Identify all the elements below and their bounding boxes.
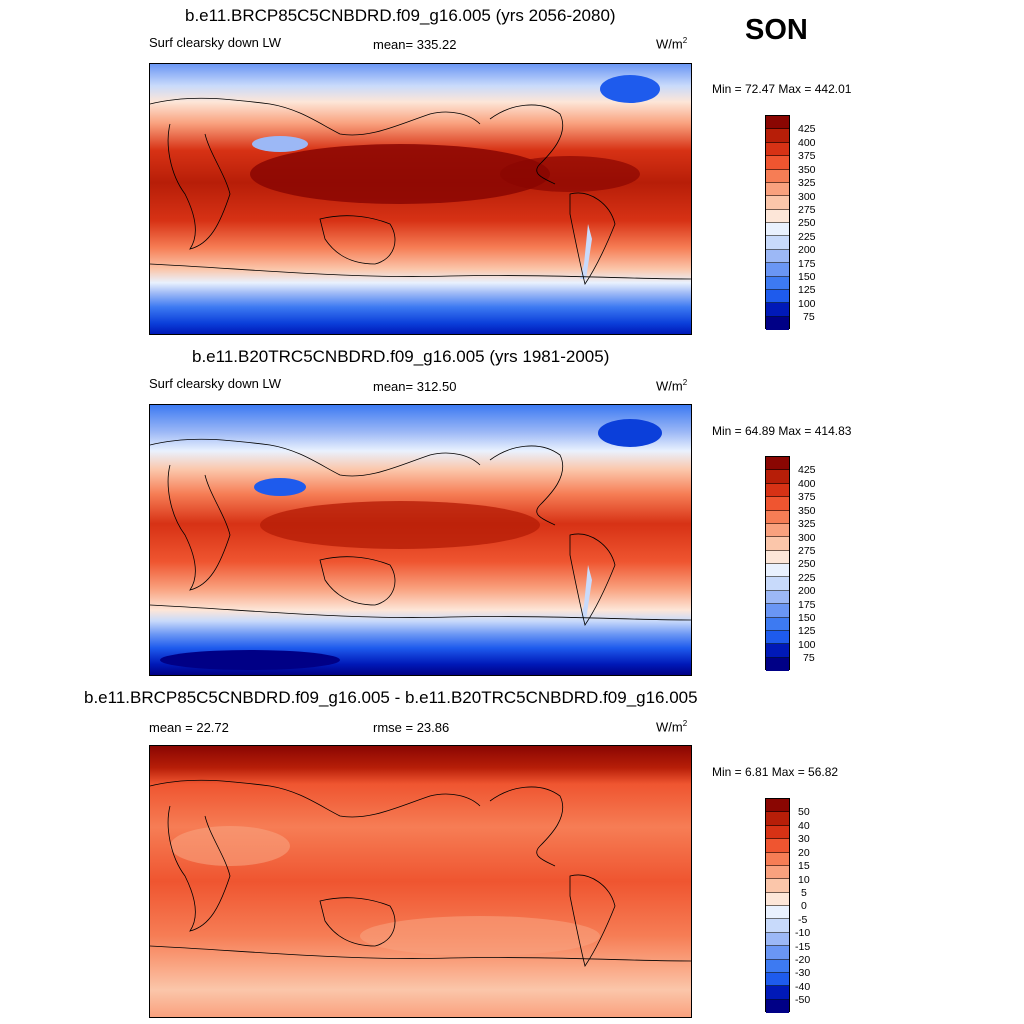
panel1-title: b.e11.BRCP85C5CNBDRD.f09_g16.005 (yrs 20… (185, 6, 616, 25)
panel3-rmse-label: rmse = 23.86 (373, 720, 450, 735)
panel2-title: b.e11.B20TRC5CNBDRD.f09_g16.005 (yrs 198… (192, 347, 610, 366)
panel3-colorbar-tick-7: 0 (801, 900, 807, 912)
panel2-colorbar-tick-12: 125 (798, 625, 816, 637)
panel1-colorbar-tick-2: 375 (798, 150, 816, 162)
panel2-colorbar-tick-3: 350 (798, 505, 816, 517)
panel1-colorbar-tick-3: 350 (798, 164, 816, 176)
panel3-map (149, 745, 692, 1018)
panel1-min-max: Min = 72.47 Max = 442.01 (712, 82, 852, 96)
panel2-colorbar-tick-8: 225 (798, 572, 816, 584)
panel3-colorbar-tick-5: 10 (798, 874, 810, 886)
panel2-colorbar-tick-10: 175 (798, 599, 816, 611)
panel2-colorbar-tick-2: 375 (798, 491, 816, 503)
panel1-colorbar-tick-1: 400 (798, 137, 816, 149)
panel3-colorbar (765, 798, 790, 1013)
panel3-colorbar-tick-14: -50 (795, 994, 811, 1006)
panel3-colorbar-tick-1: 40 (798, 820, 810, 832)
season-label: SON (745, 14, 808, 46)
panel1-colorbar-tick-0: 425 (798, 123, 816, 135)
panel2-colorbar-tick-4: 325 (798, 518, 816, 530)
panel2-colorbar-tick-5: 300 (798, 532, 816, 544)
panel1-colorbar-tick-6: 275 (798, 204, 816, 216)
panel2-units: W/m2 (656, 378, 688, 394)
panel3-colorbar-tick-13: -40 (795, 981, 811, 993)
panel1-colorbar-tick-13: 100 (798, 298, 816, 310)
panel3-colorbar-tick-11: -20 (795, 954, 811, 966)
panel3-colorbar-tick-2: 30 (798, 833, 810, 845)
panel1-colorbar-tick-4: 325 (798, 177, 816, 189)
panel2-colorbar-tick-0: 425 (798, 464, 816, 476)
panel3-title: b.e11.BRCP85C5CNBDRD.f09_g16.005 - b.e11… (84, 688, 698, 707)
panel1-variable-label: Surf clearsky down LW (149, 35, 281, 50)
panel2-variable-label: Surf clearsky down LW (149, 376, 281, 391)
panel2-colorbar-tick-1: 400 (798, 478, 816, 490)
panel3-colorbar-tick-8: -5 (798, 914, 808, 926)
panel1-colorbar (765, 115, 790, 330)
panel2-colorbar-tick-6: 275 (798, 545, 816, 557)
panel1-colorbar-tick-12: 125 (798, 284, 816, 296)
panel3-units: W/m2 (656, 719, 688, 735)
panel1-map-canvas (150, 64, 691, 334)
panel3-colorbar-tick-9: -10 (795, 927, 811, 939)
panel2-min-max: Min = 64.89 Max = 414.83 (712, 424, 852, 438)
panel1-units: W/m2 (656, 36, 688, 52)
panel3-colorbar-tick-6: 5 (801, 887, 807, 899)
panel2-map-canvas (150, 405, 691, 675)
panel2-map (149, 404, 692, 676)
panel1-colorbar-tick-10: 175 (798, 258, 816, 270)
panel3-colorbar-tick-0: 50 (798, 806, 810, 818)
panel1-colorbar-tick-14: 75 (803, 311, 815, 323)
panel1-colorbar-tick-9: 200 (798, 244, 816, 256)
panel1-colorbar-tick-8: 225 (798, 231, 816, 243)
panel3-colorbar-tick-10: -15 (795, 941, 811, 953)
panel1-colorbar-tick-7: 250 (798, 217, 816, 229)
panel2-colorbar (765, 456, 790, 671)
panel1-map (149, 63, 692, 335)
panel2-mean-label: mean= 312.50 (373, 379, 457, 394)
panel2-colorbar-tick-13: 100 (798, 639, 816, 651)
panel2-colorbar-tick-9: 200 (798, 585, 816, 597)
panel3-min-max: Min = 6.81 Max = 56.82 (712, 765, 839, 779)
panel2-colorbar-tick-7: 250 (798, 558, 816, 570)
panel1-colorbar-tick-5: 300 (798, 191, 816, 203)
panel2-colorbar-tick-14: 75 (803, 652, 815, 664)
panel1-colorbar-tick-11: 150 (798, 271, 816, 283)
panel3-mean-label: mean = 22.72 (149, 720, 229, 735)
panel3-colorbar-tick-4: 15 (798, 860, 810, 872)
panel1-mean-label: mean= 335.22 (373, 37, 457, 52)
panel3-colorbar-tick-12: -30 (795, 967, 811, 979)
panel3-map-canvas (150, 746, 691, 1017)
panel3-colorbar-tick-3: 20 (798, 847, 810, 859)
panel2-colorbar-tick-11: 150 (798, 612, 816, 624)
